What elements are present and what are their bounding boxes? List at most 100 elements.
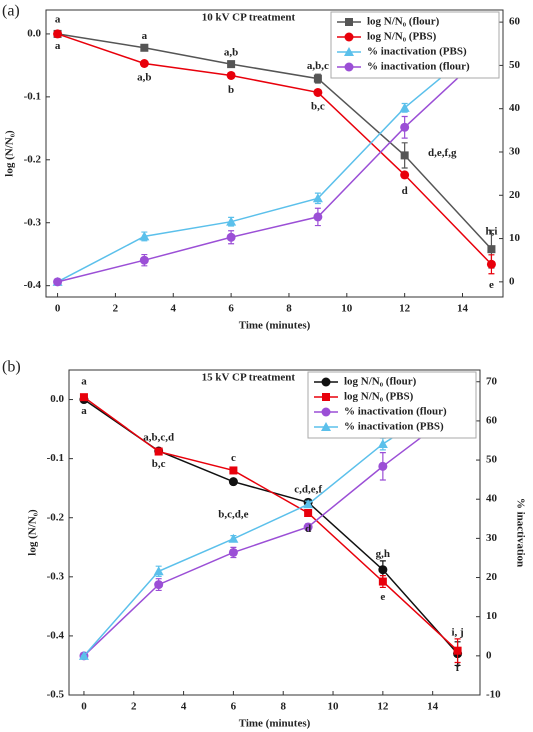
series-line [57, 33, 492, 265]
data-point [312, 193, 323, 203]
x-tick-label: 10 [341, 303, 353, 315]
data-point [229, 466, 238, 475]
x-tick-label: 10 [328, 701, 340, 713]
data-point [227, 60, 236, 69]
data-point [400, 122, 410, 132]
data-point [304, 509, 313, 517]
data-point [53, 29, 63, 39]
annotation: c,d,e,f [294, 483, 322, 495]
x-tick-label: 14 [427, 701, 439, 713]
x-tick-label: 6 [231, 701, 237, 713]
data-point [453, 646, 462, 655]
data-point [140, 43, 149, 52]
data-point [79, 393, 88, 402]
x-tick-label: 6 [228, 303, 234, 315]
data-point [400, 170, 410, 180]
data-point [400, 151, 409, 160]
legend-marker [321, 422, 331, 431]
y2-tick-label: -10 [486, 689, 501, 701]
annotation: a,b [137, 72, 151, 84]
y2-tick-label: 60 [486, 414, 498, 426]
series-line [83, 409, 459, 657]
y-axis-label: log (N/N₀) [27, 509, 39, 556]
data-point [313, 74, 322, 83]
data-point [78, 650, 89, 660]
annotation: a [55, 40, 61, 52]
y2-axis-label: % inactivation [514, 498, 526, 567]
chart-title: 15 kV CP treatment [202, 372, 296, 384]
y-tick-label: -0.1 [24, 90, 41, 102]
data-point [226, 70, 236, 80]
annotation: c [231, 452, 236, 464]
data-point [228, 477, 238, 487]
annotation: e [489, 279, 494, 291]
data-point [313, 87, 323, 97]
legend-label: log N/N₀ (PBS) [367, 31, 437, 43]
y2-tick-label: 10 [509, 232, 521, 244]
y2-tick-label: 30 [486, 532, 498, 544]
annotation: i, j [451, 626, 463, 638]
x-tick-label: 4 [171, 303, 177, 315]
data-point [154, 447, 163, 456]
data-point [303, 499, 314, 509]
series-line [57, 33, 492, 250]
x-tick-label: 8 [286, 303, 292, 315]
plot-frame [45, 9, 504, 298]
x-tick-label: 2 [131, 701, 137, 713]
y-tick-label: -0.2 [24, 153, 42, 165]
x-tick-label: 12 [377, 701, 389, 713]
annotation: b,c [311, 100, 325, 112]
legend-marker [344, 32, 354, 42]
x-axis-label: Time (minutes) [239, 718, 311, 730]
annotation: a,b,c [307, 60, 329, 72]
annotation: a [81, 405, 87, 417]
y-tick-label: -0.4 [47, 629, 65, 641]
annotation: e [380, 591, 385, 603]
y-tick-label: -0.3 [24, 216, 42, 228]
y-tick-label: 0.0 [27, 27, 41, 39]
y2-tick-label: 0 [486, 649, 492, 661]
legend-marker [321, 377, 331, 387]
legend-marker [322, 393, 330, 401]
data-point [228, 547, 238, 557]
legend-label: % inactivation (flour) [344, 406, 447, 418]
data-point [139, 255, 149, 265]
y-tick-label: -0.1 [47, 452, 64, 464]
y-tick-label: -0.5 [47, 689, 65, 701]
data-point [377, 439, 388, 449]
y2-tick-label: 50 [509, 59, 521, 71]
data-point [378, 577, 387, 586]
data-point [153, 566, 164, 576]
plot-frame [68, 369, 481, 696]
annotation: b,c,d,e [218, 508, 248, 520]
y2-tick-label: 50 [486, 454, 498, 466]
y2-tick-label: 40 [486, 493, 498, 505]
annotation: f [456, 662, 460, 674]
legend-marker [321, 407, 331, 417]
annotation: b [228, 84, 234, 96]
y2-tick-label: 20 [509, 189, 521, 201]
data-point [487, 245, 496, 254]
y2-tick-label: 10 [486, 610, 498, 622]
legend-label: % inactivation (flour) [367, 61, 470, 73]
series-line [83, 396, 459, 652]
x-tick-label: 0 [81, 701, 87, 713]
series-line [57, 46, 492, 283]
y2-tick-label: 20 [486, 571, 498, 583]
annotation: d [402, 185, 408, 197]
annotation: a,b,c,d [143, 431, 174, 443]
data-point [226, 216, 237, 226]
y2-tick-label: 0 [509, 275, 515, 287]
data-point [378, 565, 388, 575]
legend-label: log N/N₀ (flour) [344, 376, 417, 388]
panel-label: (b) [2, 359, 21, 376]
x-tick-label: 8 [280, 701, 286, 713]
series-line [57, 35, 492, 283]
legend-marker [344, 47, 354, 56]
annotation: d [305, 523, 311, 535]
annotation: a [81, 375, 87, 387]
data-point [399, 102, 410, 112]
data-point [139, 231, 150, 241]
legend-marker [345, 18, 353, 26]
legend-label: % inactivation (PBS) [367, 46, 467, 58]
